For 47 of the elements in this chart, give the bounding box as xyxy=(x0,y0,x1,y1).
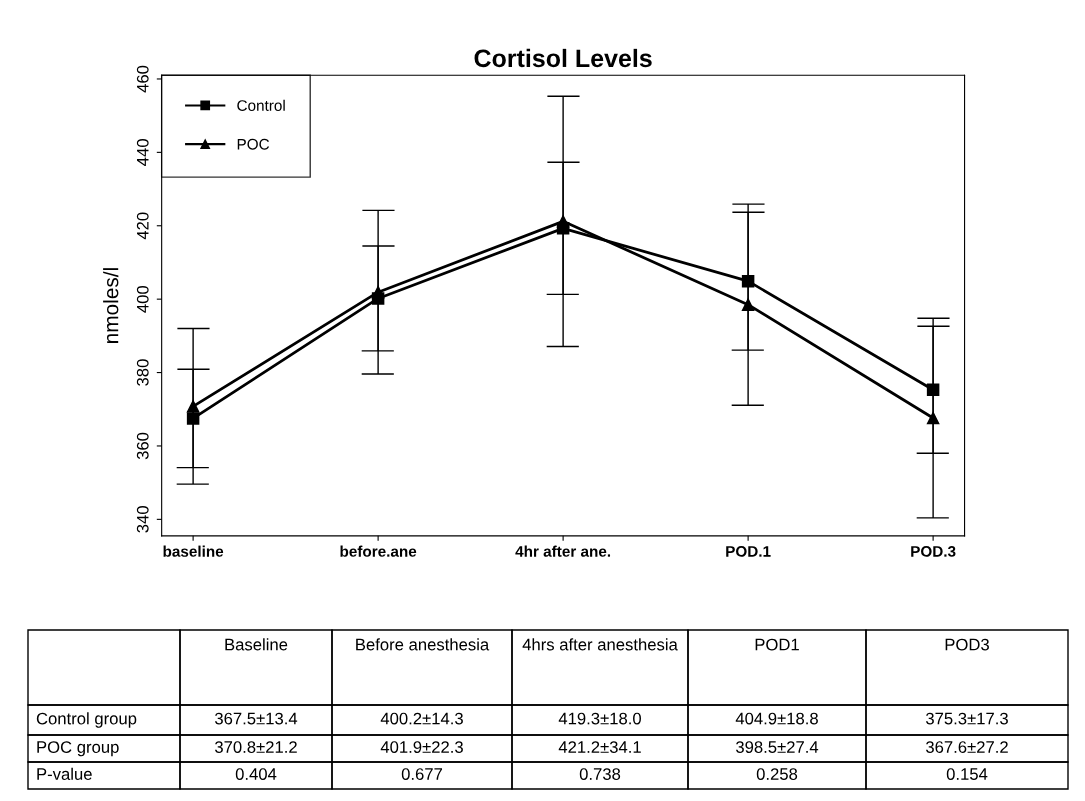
data-label: 404.9±18.8 xyxy=(735,712,818,725)
text: 0.258 xyxy=(756,768,798,780)
text: POC group xyxy=(37,741,119,757)
y-tick-label: 420 xyxy=(136,212,149,240)
point xyxy=(186,400,200,413)
text: 0.677 xyxy=(401,768,443,780)
point xyxy=(556,215,570,228)
y-axis-title: nmoles/l xyxy=(103,268,119,343)
data-label: 375.3±17.3 xyxy=(925,712,1008,725)
text: POD3 xyxy=(945,638,989,651)
y-tick-label: 340 xyxy=(136,506,149,533)
legend-label: Control xyxy=(237,99,285,111)
data-label: 401.9±22.3 xyxy=(380,741,463,753)
text: POD1 xyxy=(755,638,799,651)
chart-title: Cortisol Levels xyxy=(474,48,652,68)
point xyxy=(926,411,940,425)
data-label: 370.8±21.2 xyxy=(214,741,297,753)
text: Baseline xyxy=(225,638,288,651)
text: 0.404 xyxy=(235,768,277,780)
x-tick-label: 4hr after ane. xyxy=(515,545,611,557)
x-tick-label: before.ane xyxy=(340,545,417,557)
data-label: 400.2±14.3 xyxy=(380,712,463,725)
point xyxy=(741,274,755,288)
text: 4hrs after anesthesia xyxy=(522,638,678,651)
y-tick-label: 460 xyxy=(136,65,149,93)
y-tick-label: 360 xyxy=(136,432,149,460)
text: P-value xyxy=(37,767,92,780)
point xyxy=(186,412,200,425)
data-label: 367.6±27.2 xyxy=(925,741,1008,753)
text: 0.738 xyxy=(579,768,621,780)
point xyxy=(371,285,385,299)
y-tick-label: 380 xyxy=(136,359,149,386)
y-tick-label: 400 xyxy=(136,285,149,313)
text: Control group xyxy=(36,712,137,728)
data-label: 421.2±34.1 xyxy=(558,741,641,753)
y-tick-label: 440 xyxy=(136,139,149,166)
x-tick-label: POD.1 xyxy=(726,545,771,557)
point xyxy=(741,298,755,311)
x-tick-label: POD.3 xyxy=(911,545,956,557)
data-label: 419.3±18.0 xyxy=(558,712,641,725)
text: Before anesthesia xyxy=(356,638,490,651)
data-label: 398.5±27.4 xyxy=(735,741,819,753)
point xyxy=(926,383,940,397)
x-tick-label: baseline xyxy=(163,545,224,557)
legend-label: POC xyxy=(237,138,270,150)
text: 0.154 xyxy=(946,768,988,780)
data-label: 367.5±13.4 xyxy=(214,712,298,725)
